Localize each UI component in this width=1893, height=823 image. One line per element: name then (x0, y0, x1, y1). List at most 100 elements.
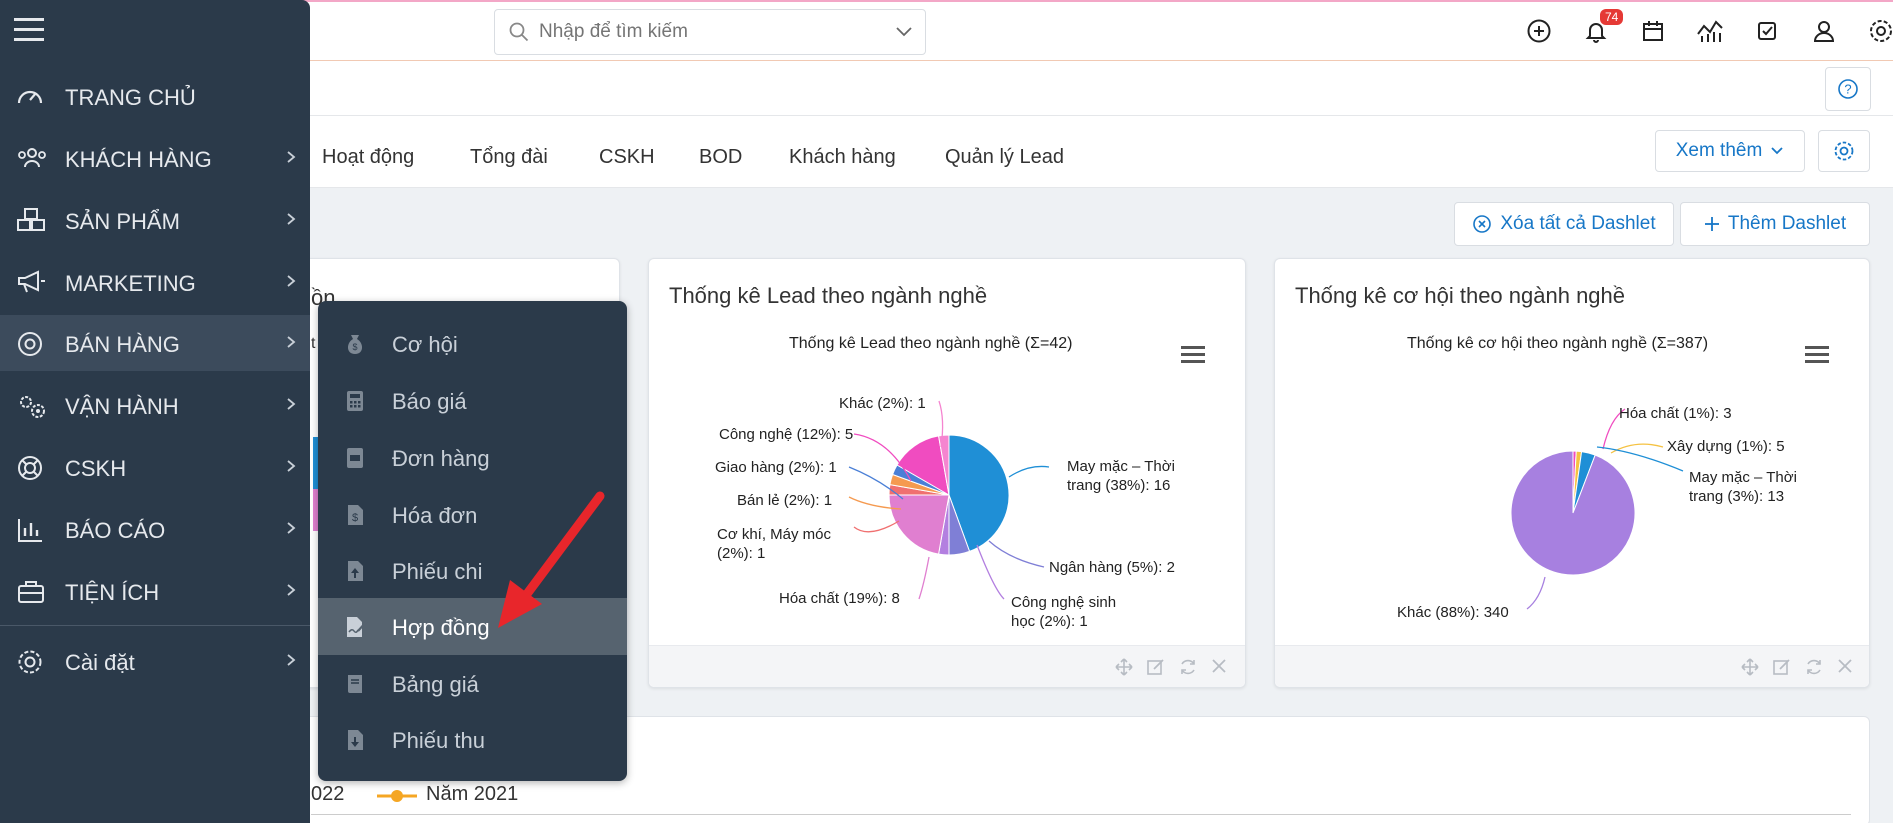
lead-chart-title: Thống kê Lead theo ngành nghề (Σ=42) (789, 335, 1073, 352)
sidebar-item-bao-cao[interactable]: BÁO CÁO (0, 501, 310, 557)
submenu-item-bao-gia[interactable]: Báo giá (318, 372, 627, 429)
file-download-icon (348, 730, 363, 750)
refresh-icon[interactable] (1179, 658, 1197, 676)
sidebar-item-label: Cài đặt (65, 650, 135, 675)
top-bar: 74 (0, 0, 1893, 61)
opp-label-xay-dung: Xây dựng (1%): 5 (1667, 438, 1785, 455)
submenu-item-label: Hóa đơn (392, 503, 478, 528)
sidebar-item-ban-hang[interactable]: BÁN HÀNG (0, 315, 310, 371)
chevron-right-icon (287, 151, 296, 163)
pie-slice[interactable] (948, 434, 1010, 553)
sidebar-item-label: KHÁCH HÀNG (65, 147, 212, 172)
submenu-item-hop-dong[interactable]: Hợp đồng (318, 598, 627, 655)
notification-bell-icon[interactable]: 74 (1567, 9, 1624, 48)
sidebar-item-marketing[interactable]: MARKETING (0, 254, 310, 310)
more-tabs-button[interactable]: Xem thêm (1655, 130, 1805, 172)
tab-quan-ly-lead[interactable]: Quản lý Lead (945, 146, 1064, 168)
calendar-icon[interactable] (1624, 18, 1681, 48)
add-circle-icon[interactable] (1510, 18, 1567, 48)
lead-label-co-khi-2: (2%): 1 (717, 545, 765, 562)
lead-card-title: Thống kê Lead theo ngành nghề (669, 283, 988, 308)
legend-2021[interactable]: Năm 2021 (426, 783, 519, 805)
red-arrow-pointer-icon (498, 491, 605, 628)
pie-slice[interactable] (888, 494, 950, 555)
more-tabs-label: Xem thêm (1675, 140, 1763, 161)
pie-slice[interactable] (896, 435, 950, 496)
move-icon[interactable] (1741, 658, 1759, 676)
submenu-item-label: Bảng giá (392, 672, 479, 697)
sidebar-item-label: SẢN PHẨM (65, 209, 180, 234)
lead-label-ban-le: Bán lẻ (2%): 1 (737, 492, 832, 509)
submenu-item-label: Cơ hội (392, 332, 458, 357)
submenu-item-bang-gia[interactable]: Bảng giá (318, 655, 627, 712)
calculator-icon (347, 391, 363, 411)
tab-bod[interactable]: BOD (699, 146, 743, 168)
chevron-right-icon (287, 398, 296, 410)
file-upload-icon (348, 561, 363, 581)
chart-menu-icon[interactable] (1181, 345, 1205, 365)
edit-icon[interactable] (1773, 658, 1791, 676)
sidebar-item-khach-hang[interactable]: KHÁCH HÀNG (0, 130, 310, 186)
chevron-right-icon (287, 460, 296, 472)
add-dashlet-label: Thêm Dashlet (1727, 213, 1847, 234)
add-dashlet-button[interactable]: Thêm Dashlet (1680, 202, 1870, 246)
close-icon[interactable] (1837, 658, 1853, 674)
lead-card-footer (649, 645, 1245, 687)
lead-label-may-mac-2: trang (38%): 16 (1067, 477, 1170, 494)
tab-khach-hang[interactable]: Khách hàng (789, 146, 896, 168)
pie-slice[interactable] (938, 434, 950, 496)
pie-slice[interactable] (1510, 450, 1636, 576)
hamburger-menu-icon[interactable] (14, 16, 44, 44)
close-circle-icon (1473, 215, 1492, 233)
tab-tong-dai[interactable]: Tổng đài (470, 146, 548, 168)
clear-dashlets-button[interactable]: Xóa tất cả Dashlet (1454, 202, 1674, 246)
chevron-down-icon[interactable] (895, 24, 913, 38)
opportunity-industry-dashlet: Thống kê cơ hội theo ngành nghề Thống kê… (1274, 258, 1870, 688)
lead-label-cnsh: Công nghệ sinh (1011, 594, 1116, 611)
sidebar-item-label: MARKETING (65, 271, 196, 296)
search-box[interactable] (494, 9, 926, 55)
tab-cskh[interactable]: CSKH (599, 146, 655, 168)
tab-hoat-dong[interactable]: Hoạt động (322, 146, 415, 168)
submenu-item-phieu-chi[interactable]: Phiếu chi (318, 542, 627, 599)
order-document-icon (347, 448, 363, 468)
sidebar-item-cskh[interactable]: CSKH (0, 439, 310, 495)
chart-menu-icon[interactable] (1805, 345, 1829, 365)
sidebar-item-label: TRANG CHỦ (65, 85, 196, 110)
user-icon[interactable] (1795, 18, 1852, 48)
help-button[interactable]: ? (1825, 67, 1871, 111)
svg-text:$: $ (352, 342, 357, 352)
lead-label-cong-nghe: Công nghệ (12%): 5 (719, 426, 853, 443)
search-icon (509, 22, 529, 42)
tab-settings-button[interactable] (1818, 130, 1870, 172)
sidebar-item-van-hanh[interactable]: VẬN HÀNH (0, 377, 310, 433)
task-check-icon[interactable] (1738, 18, 1795, 48)
users-group-icon (18, 148, 46, 168)
submenu-item-don-hang[interactable]: Đơn hàng (318, 429, 627, 486)
move-icon[interactable] (1115, 658, 1133, 676)
money-bag-icon: $ (347, 335, 363, 354)
chevron-right-icon (287, 522, 296, 534)
submenu-item-label: Hợp đồng (392, 615, 490, 640)
opp-label-khac: Khác (88%): 340 (1397, 604, 1509, 621)
chevron-right-icon (287, 336, 296, 348)
legend-prev-year[interactable]: 022 (311, 783, 345, 805)
submenu-item-co-hoi[interactable]: $ Cơ hội (318, 315, 627, 372)
close-icon[interactable] (1211, 658, 1227, 674)
sidebar-item-tien-ich[interactable]: TIỆN ÍCH (0, 563, 310, 619)
sidebar-item-cai-dat[interactable]: Cài đặt (0, 633, 310, 689)
sidebar-item-trang-chu[interactable]: TRANG CHỦ (0, 68, 310, 124)
edit-icon[interactable] (1147, 658, 1165, 676)
refresh-icon[interactable] (1805, 658, 1823, 676)
sidebar-divider (0, 625, 310, 626)
svg-text:?: ? (1844, 82, 1851, 97)
chevron-right-icon (287, 275, 296, 287)
boxes-icon (17, 208, 45, 231)
sidebar-item-san-pham[interactable]: SẢN PHẨM (0, 192, 310, 248)
chart-line-icon[interactable] (1681, 18, 1738, 48)
submenu-item-phieu-thu[interactable]: Phiếu thu (318, 711, 627, 768)
sidebar-item-label: BÁO CÁO (65, 518, 166, 543)
submenu-item-hoa-don[interactable]: $ Hóa đơn (318, 486, 627, 543)
settings-gear-icon[interactable] (1852, 18, 1893, 48)
search-input[interactable] (539, 18, 869, 46)
